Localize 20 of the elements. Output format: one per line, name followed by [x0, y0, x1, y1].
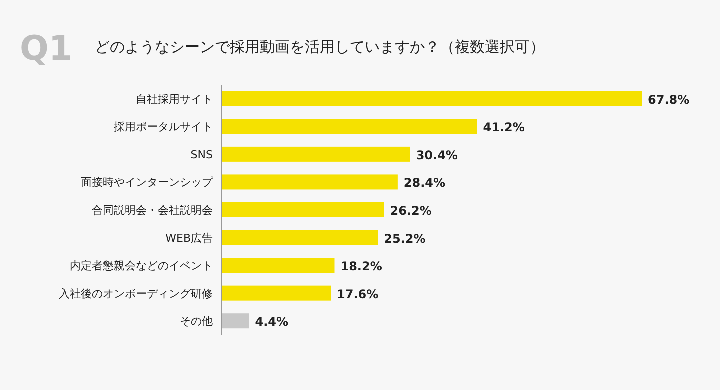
category-label: 自社採用サイト	[136, 92, 213, 106]
value-label: 25.2%	[384, 232, 426, 246]
category-label: 合同説明会・会社説明会	[92, 204, 213, 217]
category-label: SNS	[190, 148, 213, 162]
category-label: 入社後のオンボーディング研修	[59, 287, 213, 300]
subtitle: どのようなシーンで採用動画を活用していますか？（複数選択可）	[95, 38, 545, 56]
value-label: 4.4%	[255, 315, 289, 330]
category-label: 面接時やインターンシップ	[81, 176, 213, 190]
value-label: 41.2%	[483, 120, 525, 135]
value-label: 26.2%	[390, 204, 432, 218]
category-label: 採用ポータルサイト	[114, 120, 213, 134]
value-label: 30.4%	[416, 148, 458, 162]
category-label: 内定者懇親会などのイベント	[70, 260, 213, 273]
value-label: 67.8%	[648, 92, 690, 107]
value-label: 18.2%	[340, 260, 382, 274]
category-label: WEB広告	[166, 232, 213, 245]
title: Q1	[20, 29, 73, 69]
category-label: その他	[180, 315, 213, 328]
value-label: 17.6%	[337, 287, 379, 302]
value-label: 28.4%	[404, 176, 446, 190]
